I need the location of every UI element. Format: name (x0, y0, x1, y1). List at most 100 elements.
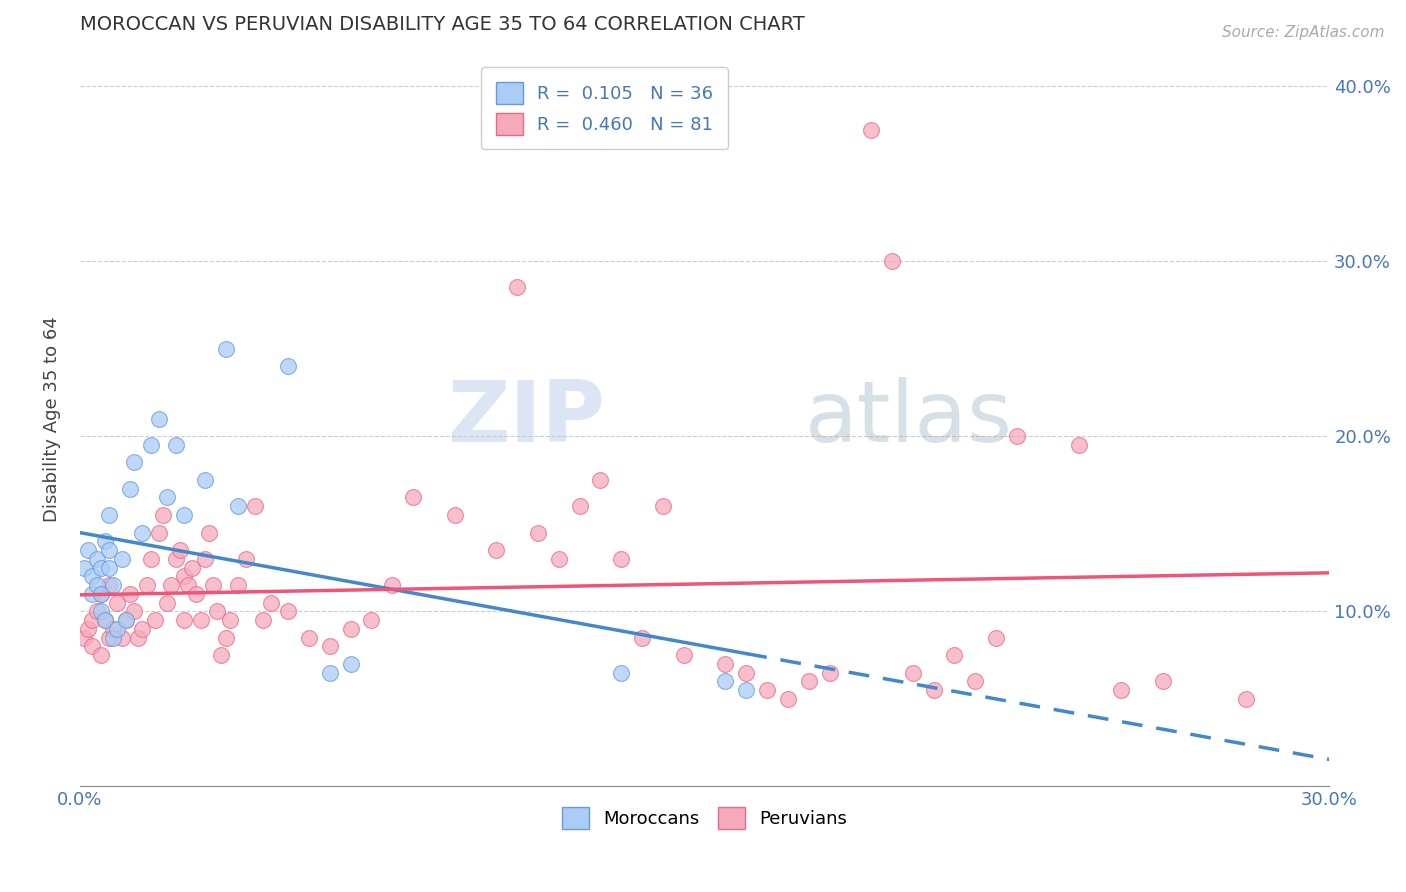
Point (214, 342, 236, 356)
Point (226, 578, 249, 592)
Text: MOROCCAN VS PERUVIAN DISABILITY AGE 35 TO 64 CORRELATION CHART: MOROCCAN VS PERUVIAN DISABILITY AGE 35 T… (80, 15, 804, 34)
Point (105, 622, 128, 636)
Point (122, 455, 145, 469)
Point (173, 613, 195, 627)
Point (527, 525, 550, 540)
Point (243, 500, 266, 514)
Point (202, 578, 225, 592)
Point (211, 648, 233, 662)
Point (73, 560, 96, 574)
Point (298, 631, 321, 645)
Point (103, 578, 125, 592)
Point (610, 551, 633, 566)
Point (160, 578, 183, 592)
Point (86, 551, 108, 566)
Y-axis label: Disability Age 35 to 64: Disability Age 35 to 64 (44, 316, 60, 522)
Point (143, 613, 166, 627)
Point (207, 604, 229, 618)
Point (135, 578, 157, 592)
Point (360, 613, 382, 627)
Point (110, 631, 132, 645)
Point (94, 613, 117, 627)
Point (568, 500, 591, 514)
Point (319, 665, 342, 680)
Point (165, 551, 187, 566)
Point (194, 473, 217, 487)
Point (98, 508, 121, 522)
Point (214, 631, 236, 645)
Point (139, 551, 162, 566)
Text: Source: ZipAtlas.com: Source: ZipAtlas.com (1222, 25, 1385, 40)
Point (131, 525, 153, 540)
Point (1069, 438, 1091, 452)
Point (122, 604, 145, 618)
Point (235, 551, 257, 566)
Point (735, 665, 758, 680)
Point (984, 631, 1007, 645)
Point (82, 613, 104, 627)
Point (98, 543, 121, 558)
Point (672, 648, 695, 662)
Point (152, 508, 174, 522)
Point (277, 604, 299, 618)
Point (1109, 683, 1132, 698)
Point (90, 604, 112, 618)
Point (165, 438, 187, 452)
Point (82, 587, 104, 601)
Point (86, 578, 108, 592)
Point (139, 438, 162, 452)
Point (1005, 429, 1028, 443)
Point (252, 613, 274, 627)
Text: atlas: atlas (804, 377, 1012, 460)
Point (86, 604, 108, 618)
Point (98, 578, 121, 592)
Point (77, 622, 100, 636)
Point (218, 613, 240, 627)
Point (169, 543, 191, 558)
Point (714, 657, 737, 671)
Point (105, 596, 128, 610)
Point (1234, 692, 1257, 706)
Point (156, 491, 179, 505)
Point (901, 665, 924, 680)
Point (319, 640, 342, 654)
Point (756, 683, 779, 698)
Point (506, 280, 529, 294)
Point (860, 122, 883, 136)
Point (485, 543, 508, 558)
Point (277, 359, 299, 373)
Point (73, 631, 96, 645)
Point (714, 674, 737, 689)
Point (148, 525, 170, 540)
Point (103, 631, 125, 645)
Point (110, 551, 132, 566)
Point (131, 622, 153, 636)
Point (186, 587, 208, 601)
Point (82, 569, 104, 583)
Point (589, 473, 612, 487)
Point (103, 622, 125, 636)
Point (148, 411, 170, 425)
Point (94, 534, 117, 549)
Point (880, 254, 903, 268)
Point (797, 674, 820, 689)
Point (776, 692, 799, 706)
Point (94, 613, 117, 627)
Point (943, 648, 966, 662)
Point (1152, 674, 1174, 689)
Point (260, 596, 283, 610)
Point (198, 525, 221, 540)
Point (339, 622, 361, 636)
Point (443, 508, 465, 522)
Point (339, 657, 361, 671)
Point (735, 683, 758, 698)
Point (156, 596, 179, 610)
Point (631, 631, 654, 645)
Point (82, 640, 104, 654)
Point (90, 648, 112, 662)
Point (965, 674, 987, 689)
Point (90, 560, 112, 574)
Point (77, 543, 100, 558)
Point (610, 665, 633, 680)
Point (127, 631, 149, 645)
